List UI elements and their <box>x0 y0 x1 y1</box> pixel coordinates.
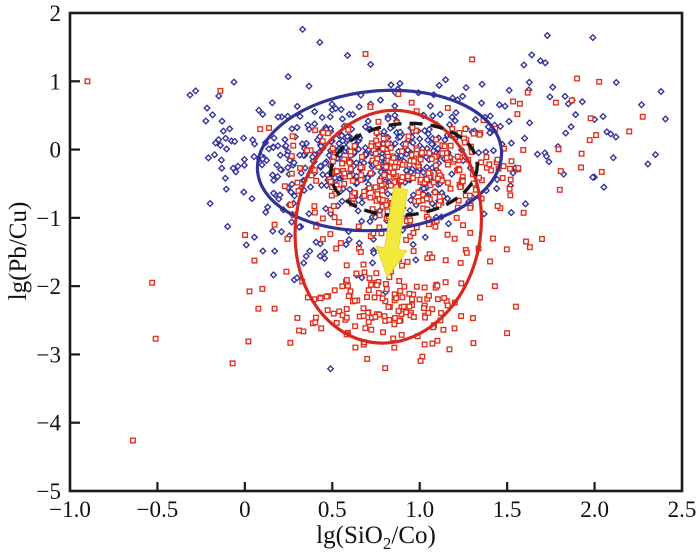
red-ellipse <box>293 108 484 345</box>
y-tick-label: 1 <box>50 69 62 94</box>
trend-arrow <box>375 186 408 279</box>
x-tick-label: 2.5 <box>668 497 697 522</box>
black-dashed-ellipse <box>329 121 479 218</box>
red-squares-series <box>84 50 646 444</box>
blue-ellipse <box>255 88 504 233</box>
y-tick-label: −1 <box>37 206 61 231</box>
x-axis-title-subscript: 2 <box>382 534 392 553</box>
x-axis-title-text-2: /Co) <box>391 522 436 549</box>
x-axis-title: lg(SiO2/Co) <box>316 522 436 554</box>
x-tick-label: 1.5 <box>493 497 522 522</box>
y-tick-label: 0 <box>50 138 62 163</box>
x-tick-label: 2.0 <box>580 497 609 522</box>
x-tick-label: −1.0 <box>49 497 91 522</box>
x-tick-label: −0.5 <box>137 497 179 522</box>
axis-ticks <box>70 80 596 491</box>
y-tick-label: 2 <box>50 1 62 26</box>
x-tick-label: 0 <box>239 497 251 522</box>
y-tick-label: −3 <box>37 342 61 367</box>
x-tick-label: 1.0 <box>405 497 434 522</box>
y-tick-label: −2 <box>37 274 61 299</box>
y-axis-title-text: lg(Pb/Cu) <box>5 201 32 301</box>
axes-frame <box>68 11 684 493</box>
x-tick-label: 0.5 <box>318 497 347 522</box>
x-axis-title-text: lg(SiO <box>316 522 383 549</box>
y-tick-label: −4 <box>37 411 62 436</box>
y-tick-label: −5 <box>37 479 61 504</box>
tick-labels: −1.0 −0.5 0 0.5 1.0 1.5 2.0 2.5 −5 −4 −3 −2 −1 0 1 2 <box>37 1 697 522</box>
confidence-ellipses <box>255 88 504 345</box>
